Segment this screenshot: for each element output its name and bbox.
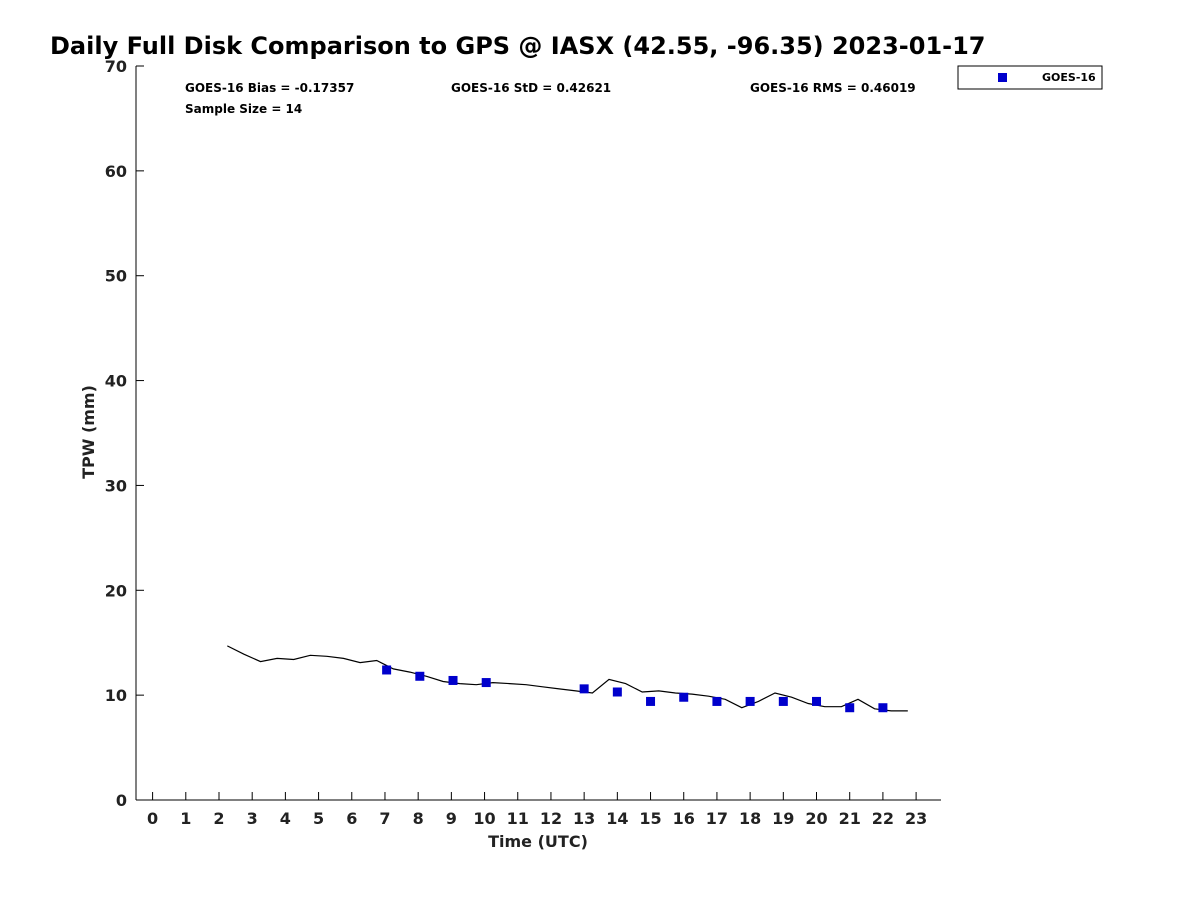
y-axis-label: TPW (mm) xyxy=(79,385,98,479)
x-tick-label: 10 xyxy=(473,809,495,828)
x-tick-label: 7 xyxy=(379,809,390,828)
x-tick-label: 14 xyxy=(606,809,628,828)
gps-line-series xyxy=(227,645,908,712)
x-axis-label: Time (UTC) xyxy=(488,832,588,851)
y-tick-label: 0 xyxy=(116,791,127,810)
goes16-point xyxy=(448,675,458,685)
y-tick-label: 30 xyxy=(105,476,127,495)
chart-title: Daily Full Disk Comparison to GPS @ IASX… xyxy=(50,32,986,60)
goes16-point xyxy=(712,696,722,706)
goes16-point xyxy=(646,696,656,706)
x-tick-label: 11 xyxy=(507,809,529,828)
rms-stat: GOES-16 RMS = 0.46019 xyxy=(750,81,916,95)
goes16-point xyxy=(745,696,755,706)
y-tick-label: 60 xyxy=(105,162,127,181)
x-tick-label: 23 xyxy=(905,809,927,828)
x-tick-label: 0 xyxy=(147,809,158,828)
x-tick-label: 2 xyxy=(213,809,224,828)
x-axis-ticks: 0 1 2 3 4 5 6 7 8 9 10 11 12 13 14 15 16 17 18 19 20 21 22 23 xyxy=(147,792,927,828)
x-tick-label: 15 xyxy=(639,809,661,828)
x-tick-label: 21 xyxy=(839,809,861,828)
goes16-point xyxy=(612,687,622,697)
legend-box xyxy=(957,65,1103,90)
goes16-points xyxy=(382,665,888,713)
y-tick-label: 70 xyxy=(105,57,127,76)
sample-size-stat: Sample Size = 14 xyxy=(185,102,302,116)
x-tick-label: 4 xyxy=(280,809,291,828)
bias-stat: GOES-16 Bias = -0.17357 xyxy=(185,81,354,95)
x-tick-label: 8 xyxy=(413,809,424,828)
legend-label-goes16: GOES-16 xyxy=(1042,71,1096,84)
goes16-point xyxy=(878,703,888,713)
x-tick-label: 22 xyxy=(872,809,894,828)
y-tick-label: 10 xyxy=(105,686,127,705)
y-tick-label: 50 xyxy=(105,267,127,286)
x-tick-label: 12 xyxy=(540,809,562,828)
y-tick-label: 20 xyxy=(105,581,127,600)
goes16-point xyxy=(812,696,822,706)
goes16-point xyxy=(679,692,689,702)
plot-axes xyxy=(135,66,941,801)
goes16-point xyxy=(845,703,855,713)
goes16-point xyxy=(579,684,589,694)
x-tick-label: 20 xyxy=(805,809,827,828)
x-tick-label: 6 xyxy=(346,809,357,828)
x-tick-label: 3 xyxy=(247,809,258,828)
legend: GOES-16 xyxy=(957,65,1103,90)
x-tick-label: 13 xyxy=(573,809,595,828)
x-tick-label: 17 xyxy=(706,809,728,828)
goes16-point xyxy=(415,671,425,681)
goes16-point xyxy=(778,696,788,706)
goes16-point xyxy=(481,678,491,688)
goes16-point xyxy=(382,665,392,675)
y-axis-ticks: 0 10 20 30 40 50 60 70 xyxy=(105,57,144,810)
std-stat: GOES-16 StD = 0.42621 xyxy=(451,81,611,95)
x-tick-label: 18 xyxy=(739,809,761,828)
x-tick-label: 16 xyxy=(673,809,695,828)
x-tick-label: 1 xyxy=(180,809,191,828)
x-tick-label: 9 xyxy=(446,809,457,828)
x-tick-label: 5 xyxy=(313,809,324,828)
gps-tpw-line xyxy=(227,645,908,712)
y-tick-label: 40 xyxy=(105,372,127,391)
x-tick-label: 19 xyxy=(772,809,794,828)
legend-marker-goes16 xyxy=(998,73,1007,82)
